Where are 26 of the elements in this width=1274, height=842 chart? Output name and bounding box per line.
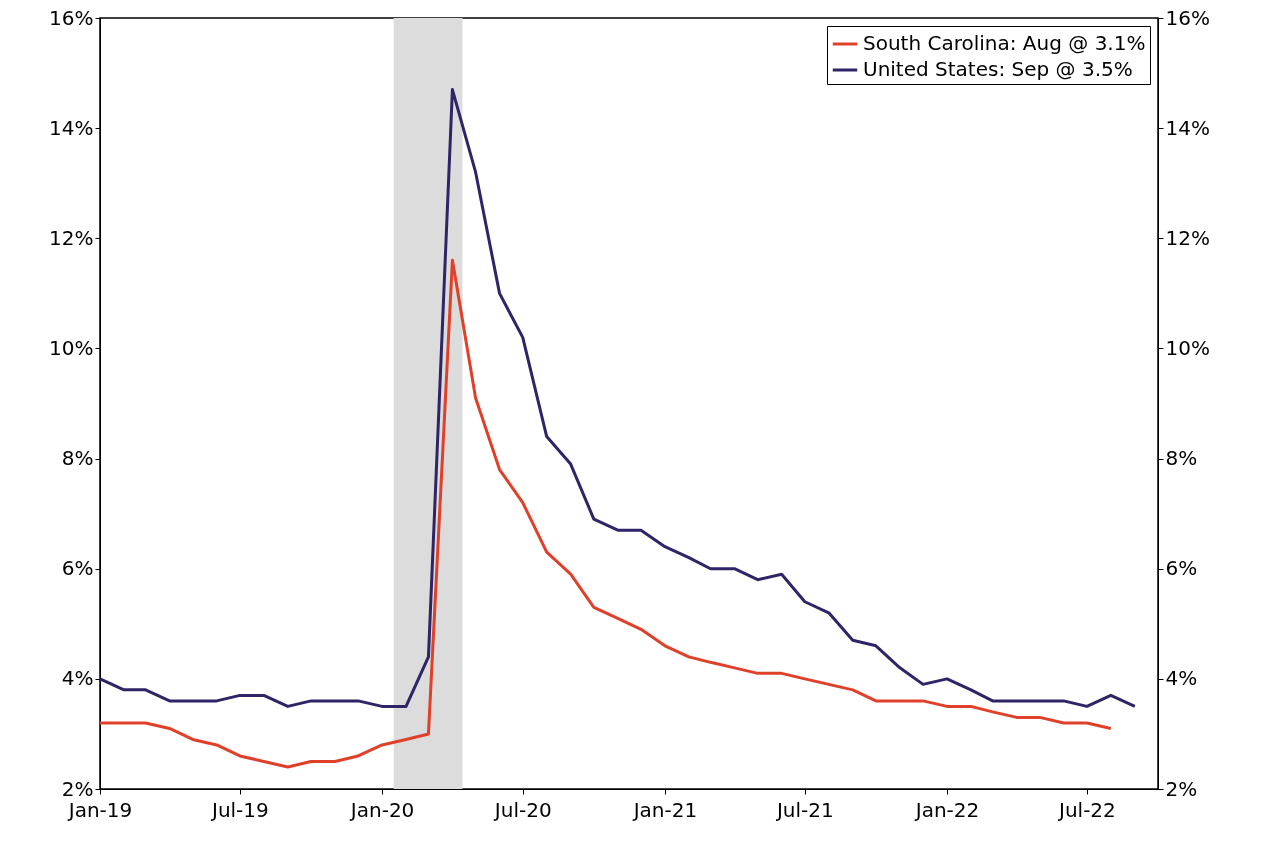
y2-tick-label: 2%: [1165, 776, 1198, 801]
y-tick-label: 10%: [49, 335, 94, 360]
x-tick-label: Jan-21: [631, 797, 698, 822]
y2-tick-label: 12%: [1165, 225, 1210, 250]
y-tick-label: 4%: [61, 666, 94, 691]
y2-tick-label: 8%: [1165, 446, 1198, 471]
y2-tick-label: 14%: [1165, 115, 1210, 140]
x-tick-label: Jul-22: [1057, 797, 1116, 822]
y-tick-label: 6%: [61, 556, 94, 581]
legend-label: United States: Sep @ 3.5%: [863, 57, 1133, 81]
line-series: [98, 258, 1113, 769]
y-tick-label: 8%: [61, 446, 94, 471]
x-tick-label: Jul-21: [774, 797, 834, 822]
y2-tick-label: 10%: [1165, 335, 1210, 360]
y-tick-label: 12%: [49, 225, 94, 250]
y2-tick-label: 16%: [1165, 5, 1210, 30]
y2-tick-label: 6%: [1165, 556, 1198, 581]
y-tick-label: 14%: [49, 115, 94, 140]
x-tick-label: Jan-22: [913, 797, 980, 822]
x-tick-label: Jul-20: [492, 797, 552, 822]
x-tick-label: Jul-19: [209, 797, 269, 822]
y2-tick-label: 4%: [1165, 666, 1198, 691]
legend-label: South Carolina: Aug @ 3.1%: [863, 31, 1146, 55]
y-tick-label: 16%: [49, 5, 94, 30]
x-tick-label: Jan-20: [348, 797, 415, 822]
line-series: [98, 88, 1137, 708]
